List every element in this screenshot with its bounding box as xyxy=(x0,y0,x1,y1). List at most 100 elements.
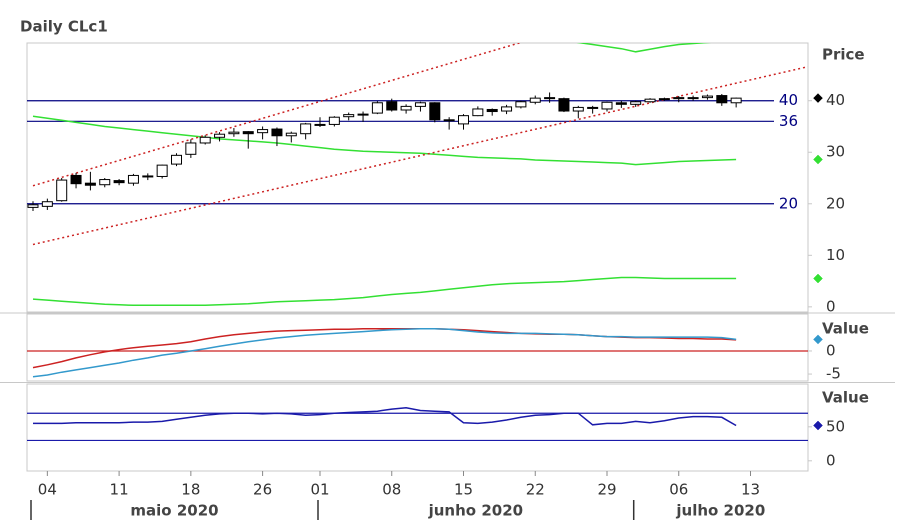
y-tick-label: 50 xyxy=(826,417,845,435)
candle-body xyxy=(386,101,398,111)
x-tick-label: 29 xyxy=(597,481,616,499)
y-axis-title: Value xyxy=(822,320,869,338)
month-label: junho 2020 xyxy=(428,502,523,520)
candle-body xyxy=(687,97,699,100)
y-tick-label: 0 xyxy=(826,451,836,469)
candle-body xyxy=(199,136,211,144)
reference-label: 20 xyxy=(779,194,798,212)
y-tick-label: 20 xyxy=(826,194,845,212)
x-tick-label: 01 xyxy=(310,481,329,499)
candle-body xyxy=(472,108,484,117)
panel xyxy=(27,407,808,442)
candle-body xyxy=(343,114,355,118)
x-tick-label: 11 xyxy=(110,481,129,499)
candle-body xyxy=(314,123,326,126)
candle-body xyxy=(171,154,182,165)
series-line xyxy=(32,328,737,378)
panel-frame xyxy=(26,42,809,313)
month-label: maio 2020 xyxy=(130,502,218,520)
last-value-marker xyxy=(812,420,824,431)
y-tick-label: 30 xyxy=(826,143,845,161)
reference-label: 40 xyxy=(779,91,798,109)
candle-body xyxy=(486,108,498,113)
candle-body xyxy=(271,128,283,137)
y-tick-label: 10 xyxy=(826,246,845,264)
series-line xyxy=(33,407,737,427)
candle-body xyxy=(328,116,340,125)
candle-body xyxy=(113,180,125,184)
x-tick-label: 18 xyxy=(181,481,200,499)
candle-body xyxy=(558,98,570,112)
candle-body xyxy=(630,101,642,105)
candle-body xyxy=(601,101,613,110)
candle-body xyxy=(214,133,226,138)
candle-body xyxy=(41,201,53,207)
candle-body xyxy=(730,97,742,104)
candle-body xyxy=(544,97,556,100)
candle-body xyxy=(701,95,713,99)
y-tick-label: 40 xyxy=(826,91,845,109)
x-tick-label: 15 xyxy=(454,481,473,499)
last-value-marker xyxy=(812,273,824,284)
last-value-marker xyxy=(812,334,824,345)
candle-body xyxy=(127,174,139,184)
y-tick-label: 0 xyxy=(826,297,836,315)
candle-body xyxy=(673,97,685,100)
x-tick-label: 13 xyxy=(741,481,760,499)
x-tick-label: 08 xyxy=(382,481,401,499)
y-axis-title: Value xyxy=(822,389,869,407)
candle-body xyxy=(716,95,728,104)
candle-body xyxy=(300,123,312,135)
candle-body xyxy=(458,115,469,125)
y-axis-title: Price xyxy=(822,46,865,64)
candle-body xyxy=(371,102,383,114)
candle-body xyxy=(587,106,599,109)
candle-body xyxy=(429,102,441,121)
candle-body xyxy=(414,102,426,107)
candle-body xyxy=(572,106,584,112)
reference-label: 36 xyxy=(779,112,798,130)
candle-body xyxy=(644,98,656,103)
candle-body xyxy=(357,113,369,116)
last-value-marker xyxy=(812,154,824,165)
panel-frames xyxy=(0,42,895,472)
candle-body xyxy=(529,97,541,103)
candle-body xyxy=(443,119,455,122)
panel xyxy=(27,43,808,307)
x-tick-label: 04 xyxy=(38,481,57,499)
candle-body xyxy=(70,174,82,185)
candle-body xyxy=(27,204,39,208)
candle-body xyxy=(142,175,154,178)
x-tick-label: 26 xyxy=(253,481,272,499)
last-value-marker xyxy=(812,92,824,104)
x-tick-label: 06 xyxy=(669,481,688,499)
candle-body xyxy=(400,105,412,111)
chart-title: Daily CLc1 xyxy=(20,18,108,36)
x-tick-label: 22 xyxy=(526,481,545,499)
candle-body xyxy=(56,179,68,202)
month-label: julho 2020 xyxy=(675,502,765,520)
candle-body xyxy=(84,182,96,186)
band-line xyxy=(32,115,737,166)
panel-frame xyxy=(26,383,809,472)
candle-body xyxy=(615,102,627,105)
candle-body xyxy=(156,164,168,177)
candle-body xyxy=(501,106,513,112)
panel xyxy=(27,328,808,378)
candle-body xyxy=(515,101,527,108)
y-tick-label: 0 xyxy=(826,341,836,359)
candle-body xyxy=(228,131,240,135)
candle-body xyxy=(257,129,269,134)
y-tick-label: -5 xyxy=(826,365,841,383)
candle-body xyxy=(242,131,254,135)
band-line xyxy=(576,43,712,53)
candle-body xyxy=(185,142,197,155)
candle-body xyxy=(658,98,670,101)
panel-frame xyxy=(26,313,809,382)
candle-body xyxy=(99,179,111,186)
band-line xyxy=(32,276,737,307)
candle-body xyxy=(285,132,297,137)
